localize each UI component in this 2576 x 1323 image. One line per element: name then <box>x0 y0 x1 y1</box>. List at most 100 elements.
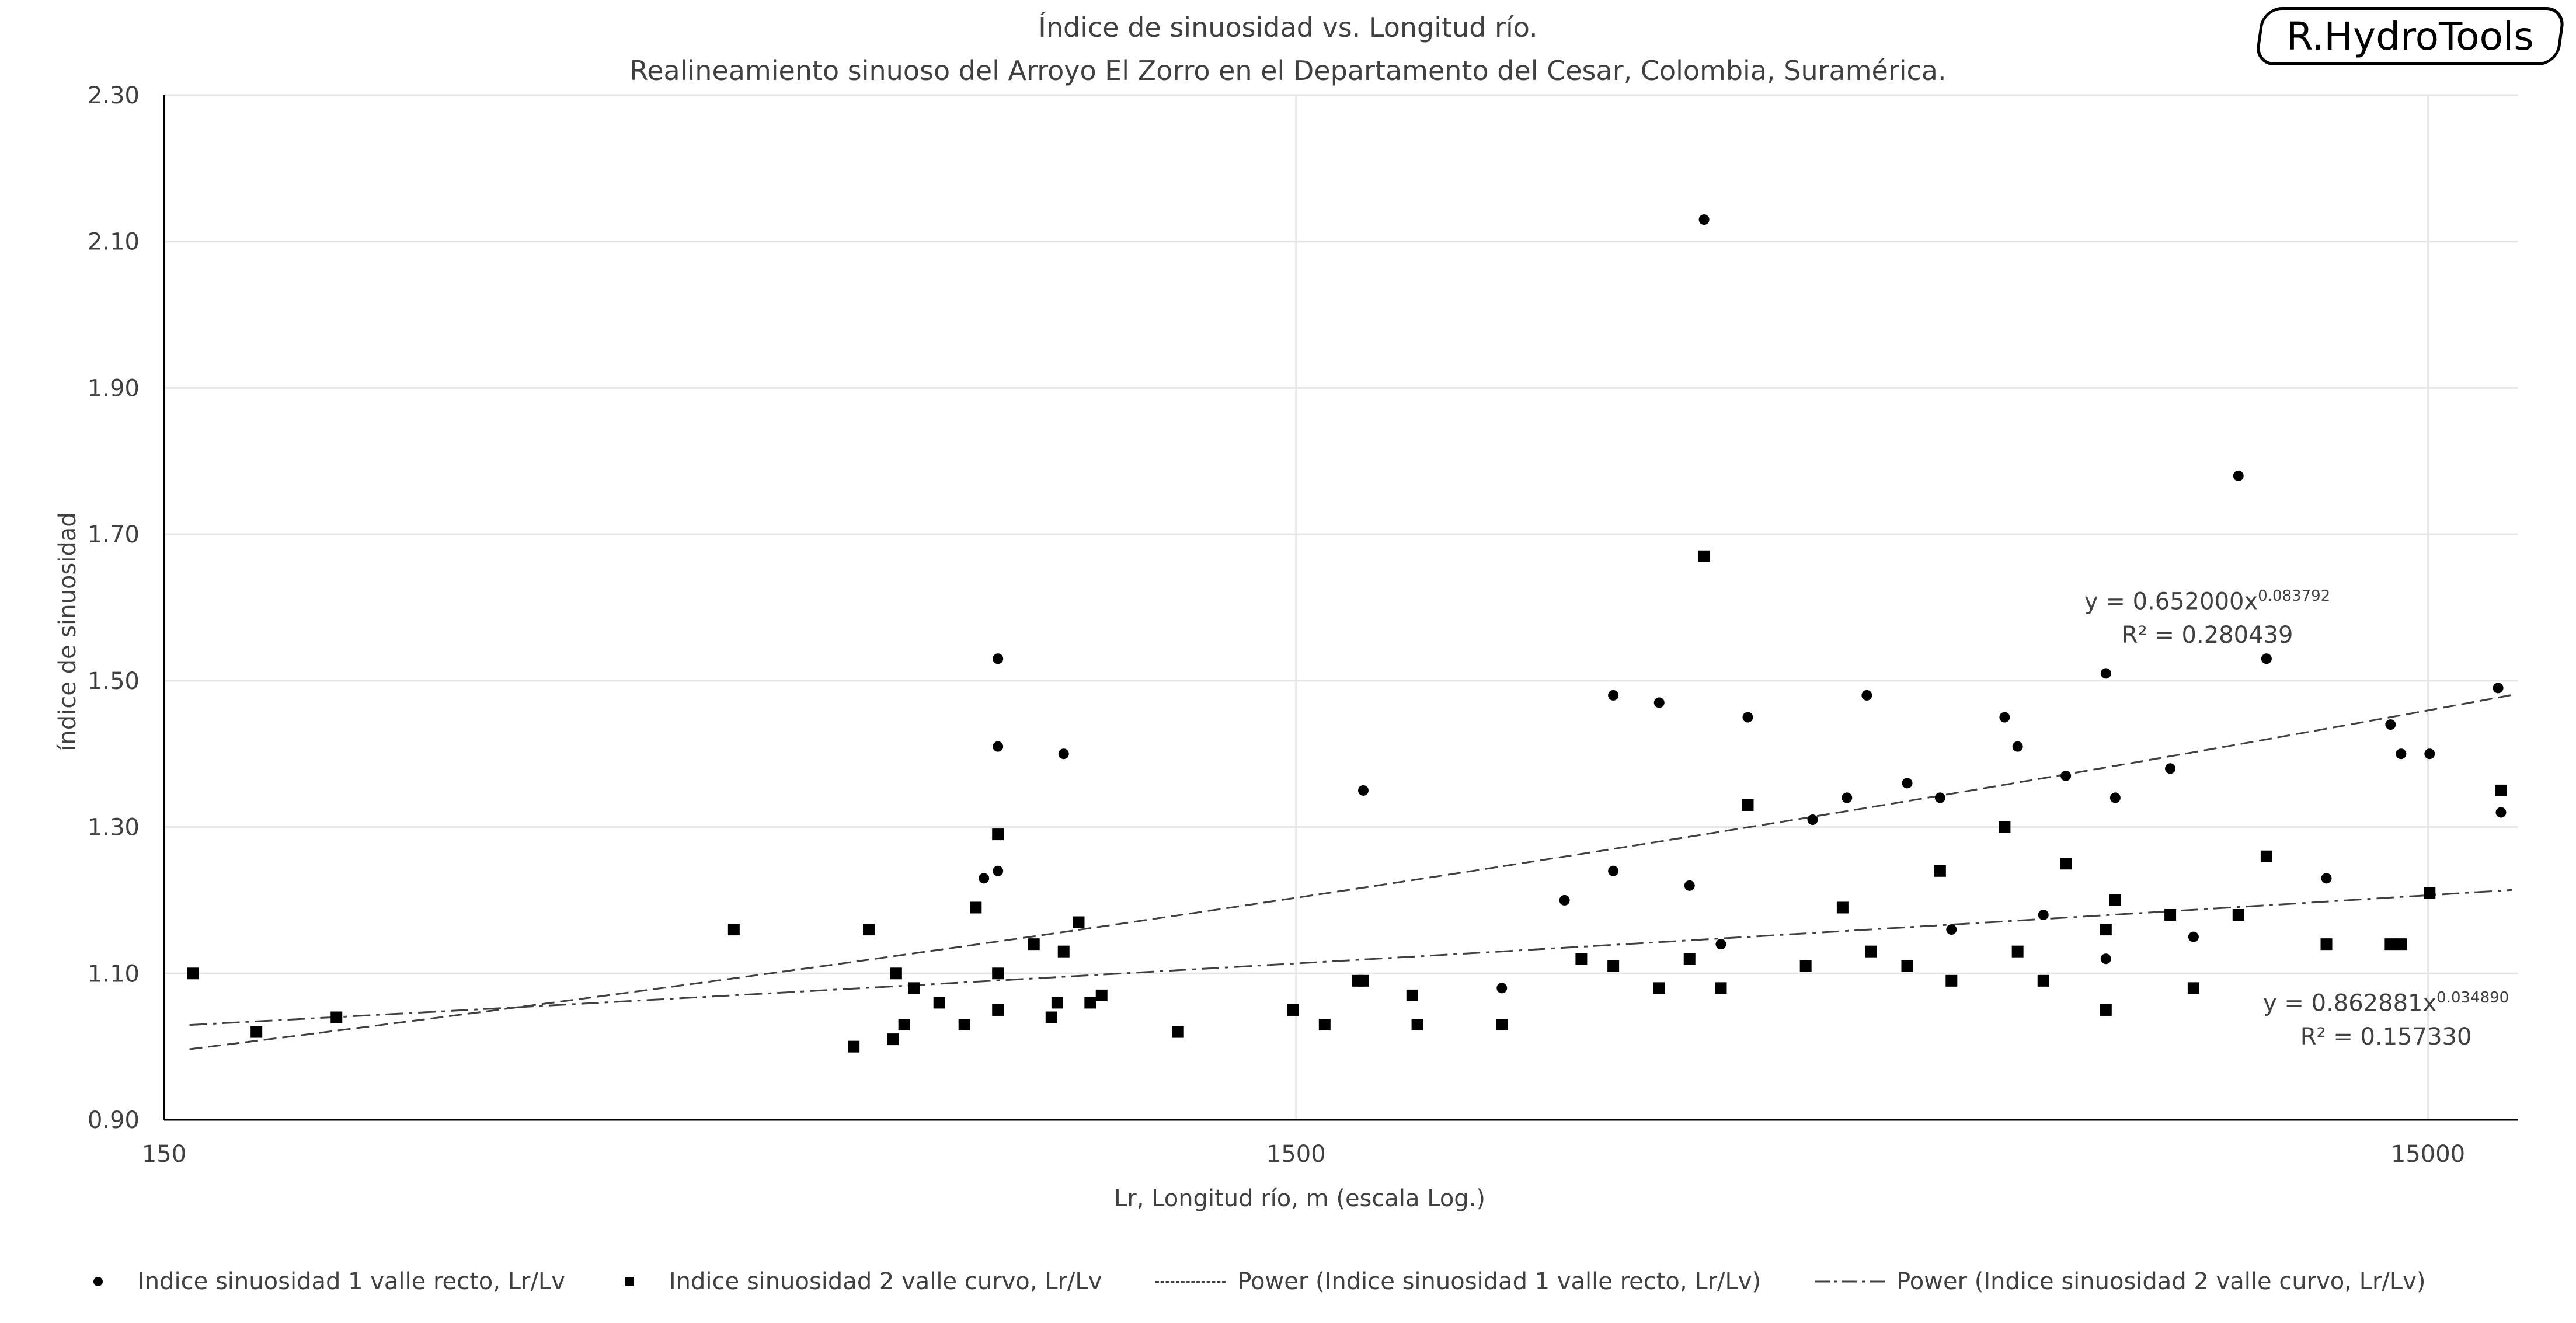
brand-logo: R.HydroTools <box>2254 7 2567 65</box>
x-tick-label: 15000 <box>2391 1141 2465 1168</box>
series-2-point <box>1999 821 2011 833</box>
series-2-point <box>1084 997 1096 1009</box>
trendline-1-r2: R² = 0.280439 <box>2121 622 2293 649</box>
series-1-point <box>1653 697 1665 708</box>
trendline-2-r2: R² = 0.157330 <box>2300 1023 2472 1051</box>
series-2-point <box>958 1019 970 1031</box>
legend-item-trend-2: Power (Indice sinuosidad 2 valle curvo, … <box>1815 1268 2425 1295</box>
series-2-point <box>1575 953 1588 965</box>
series-2-point <box>727 924 740 936</box>
series-2-point <box>1683 953 1696 965</box>
series-1-point <box>1684 880 1695 891</box>
y-tick-label: 1.10 <box>88 960 140 987</box>
series-2-point <box>2495 784 2507 796</box>
trendline-2-formula: y = 0.862881x <box>2263 990 2437 1017</box>
series-2-point <box>1715 982 1727 994</box>
x-tick-label: 150 <box>142 1141 186 1168</box>
series-1-point <box>1608 690 1619 701</box>
x-axis-title: Lr, Longitud río, m (escala Log.) <box>1113 1185 1486 1212</box>
series-2-point <box>1411 1019 1423 1031</box>
legend-label-trend-1: Power (Indice sinuosidad 1 valle recto, … <box>1237 1268 1762 1295</box>
chart-subtitle: Realineamiento sinuoso del Arroyo El Zor… <box>629 55 1947 86</box>
square-marker-icon <box>624 1277 634 1286</box>
series-2-point <box>1742 799 1754 811</box>
series-2-point <box>2384 938 2397 951</box>
legend-label-trend-2: Power (Indice sinuosidad 2 valle curvo, … <box>1896 1268 2426 1295</box>
data-points <box>187 214 2507 1053</box>
series-2-point <box>887 1033 899 1046</box>
series-2-point <box>2060 858 2072 870</box>
series-2-point <box>908 982 920 994</box>
series-2-point <box>848 1040 860 1053</box>
series-2-point <box>1045 1011 1057 1023</box>
brand-logo-text: R.HydroTools <box>2286 13 2534 59</box>
series-1-point <box>2165 763 2176 774</box>
series-1-point <box>1608 865 1619 876</box>
series-1-point <box>993 653 1004 664</box>
series-1-point <box>2100 668 2111 679</box>
tick-labels: 0.90 1.10 1.30 1.50 1.70 1.90 2.10 2.30 150 1500 1… <box>88 82 2465 1168</box>
series-1-point <box>993 865 1004 876</box>
series-1-point <box>2385 719 2396 730</box>
series-2-point <box>2100 1004 2112 1016</box>
y-axis-title: índice de sinuosidad <box>54 512 81 751</box>
series-1-point <box>2188 931 2199 942</box>
series-1-point <box>2495 807 2507 818</box>
series-1-point <box>1999 712 2010 723</box>
series-1-point <box>2493 683 2504 694</box>
series-2-point <box>992 1004 1004 1016</box>
series-2-point <box>187 967 199 980</box>
series-1-point <box>2038 910 2049 920</box>
series-2-point <box>250 1026 263 1038</box>
series-2-point <box>1318 1019 1331 1031</box>
series-2-point <box>1496 1019 1508 1031</box>
series-1-point <box>979 873 990 884</box>
series-2-point <box>2260 850 2272 862</box>
series-1-point <box>2109 792 2121 803</box>
series-2-point <box>1287 1004 1299 1016</box>
series-1-point <box>1058 748 1069 760</box>
series-2-point <box>1901 960 1913 972</box>
legend-label-series-2: Indice sinuosidad 2 valle curvo, Lr/Lv <box>669 1268 1102 1295</box>
legend-item-series-1: Indice sinuosidad 1 valle recto, Lr/Lv <box>88 1268 565 1295</box>
grid-lines <box>164 94 2518 1120</box>
legend-label-series-1: Indice sinuosidad 1 valle recto, Lr/Lv <box>138 1268 565 1295</box>
series-1-point <box>2060 770 2072 781</box>
series-1-point <box>2321 873 2332 884</box>
y-tick-label: 0.90 <box>88 1107 140 1134</box>
series-2-point <box>862 924 875 936</box>
chart-legend: Indice sinuosidad 1 valle recto, Lr/Lv I… <box>88 1261 2479 1302</box>
series-2-point <box>992 967 1004 980</box>
series-2-point <box>2011 945 2024 958</box>
series-2-point <box>1607 960 1620 972</box>
trendline-1-formula: y = 0.652000x <box>2084 588 2258 615</box>
series-2-point <box>2109 894 2121 906</box>
trendline-2-equation: y = 0.862881x0.034890 R² = 0.157330 <box>2263 981 2509 1054</box>
series-1-point <box>1842 792 1853 803</box>
series-2-point <box>1836 901 1849 914</box>
series-2-point <box>890 967 902 980</box>
series-2-point <box>1934 865 1946 877</box>
series-1-point <box>2261 653 2272 664</box>
series-2-point <box>1073 916 1085 928</box>
series-2-point <box>1051 997 1063 1009</box>
series-2-point <box>2037 974 2049 987</box>
series-2-point <box>2187 982 2199 994</box>
series-1-point <box>1698 214 1710 225</box>
series-2-point <box>2424 887 2436 899</box>
series-1-point <box>1496 983 1508 994</box>
y-tick-label: 1.90 <box>88 375 140 402</box>
series-2-point <box>1945 974 1958 987</box>
series-1-point <box>993 741 1004 752</box>
chart-title: Índice de sinuosidad vs. Longitud río. <box>1038 12 1538 43</box>
series-1-point <box>1807 814 1818 826</box>
y-tick-label: 1.70 <box>88 521 140 548</box>
series-1-point <box>1559 894 1570 906</box>
series-2-point <box>1799 960 1812 972</box>
series-2-point <box>2164 909 2177 921</box>
series-1-point <box>1742 712 1753 723</box>
series-1-point <box>1861 690 1872 701</box>
series-1-point <box>2100 953 2111 965</box>
series-1-point <box>2012 741 2023 752</box>
